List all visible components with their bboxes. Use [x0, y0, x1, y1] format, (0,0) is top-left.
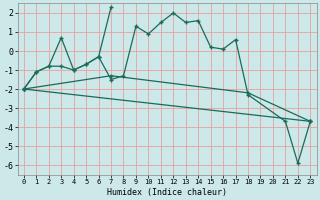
X-axis label: Humidex (Indice chaleur): Humidex (Indice chaleur)	[107, 188, 227, 197]
